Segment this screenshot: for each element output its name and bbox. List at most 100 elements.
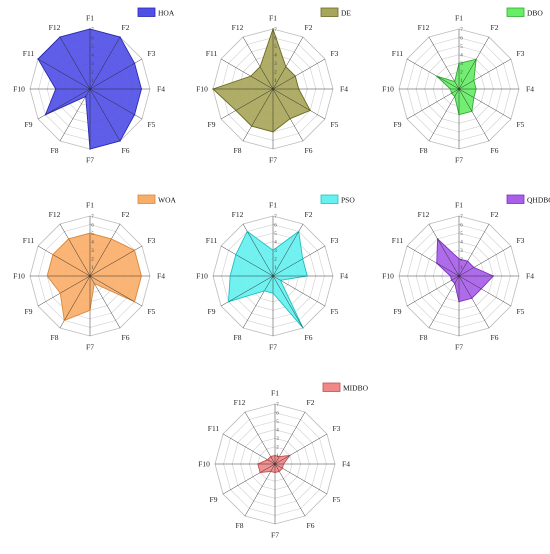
radial-tick-label: 1 bbox=[274, 266, 277, 271]
data-point bbox=[85, 95, 87, 98]
axis-label-f2: F2 bbox=[491, 210, 499, 219]
axis-label-f10: F10 bbox=[13, 272, 25, 281]
spoke bbox=[220, 275, 274, 307]
data-point bbox=[473, 266, 475, 269]
radial-tick-label: 7 bbox=[91, 28, 94, 33]
spoke bbox=[89, 36, 121, 90]
data-point bbox=[259, 66, 261, 68]
axis-label-f5: F5 bbox=[148, 120, 156, 129]
spoke bbox=[37, 88, 91, 120]
data-point bbox=[298, 88, 300, 90]
axis-label-f8: F8 bbox=[234, 333, 242, 342]
spokes bbox=[30, 216, 150, 336]
radial-tick-label: 5 bbox=[460, 45, 463, 50]
data-point bbox=[454, 95, 456, 98]
legend-label: PSO bbox=[341, 195, 355, 204]
spoke bbox=[272, 36, 304, 90]
data-point bbox=[235, 109, 237, 112]
data-point bbox=[289, 117, 291, 120]
axis-label-f5: F5 bbox=[517, 120, 525, 129]
spoke bbox=[428, 275, 460, 329]
axis-label-f1: F1 bbox=[269, 201, 277, 210]
data-point bbox=[272, 28, 274, 30]
data-point bbox=[110, 238, 113, 240]
axis-label-f1: F1 bbox=[269, 14, 277, 23]
axis-label-f4: F4 bbox=[526, 272, 534, 281]
spokes bbox=[213, 216, 333, 336]
radial-tick-label: 4 bbox=[274, 241, 277, 246]
axis-label-f8: F8 bbox=[420, 333, 428, 342]
axis-label-f6: F6 bbox=[305, 333, 313, 342]
axis-label-f11: F11 bbox=[206, 49, 218, 58]
data-point bbox=[229, 275, 231, 277]
data-point bbox=[272, 249, 274, 251]
data-point bbox=[475, 88, 477, 90]
radial-tick-label: 3 bbox=[91, 62, 94, 67]
spoke bbox=[428, 223, 460, 277]
data-point bbox=[257, 463, 259, 465]
spoke bbox=[274, 463, 328, 495]
radar-chart-de: 1 2 3 4 5 6 7 F1 F2 F3 F4 F5 F6 F7 F8 F9 F10 F11 F12 DE bbox=[196, 7, 351, 165]
data-point bbox=[89, 232, 91, 234]
radial-tick-label: 4 bbox=[460, 241, 463, 246]
radial-tick-label: 1 bbox=[91, 266, 94, 271]
data-point bbox=[133, 249, 136, 251]
axis-label-f8: F8 bbox=[51, 333, 59, 342]
radial-tick-label: 2 bbox=[276, 446, 279, 451]
axis-label-f3: F3 bbox=[517, 49, 525, 58]
spoke bbox=[89, 88, 143, 120]
data-point bbox=[266, 459, 269, 461]
radial-tick-label: 1 bbox=[91, 79, 94, 84]
spokes bbox=[215, 404, 335, 524]
radar-chart-woa: 1 2 3 4 5 6 7 F1 F2 F3 F4 F5 F6 F7 F8 F9 F10 F11 F12 WOA bbox=[13, 194, 176, 352]
axis-label-f6: F6 bbox=[491, 333, 499, 342]
data-point bbox=[140, 88, 143, 90]
axis-label-f2: F2 bbox=[305, 210, 313, 219]
data-point bbox=[302, 327, 304, 329]
axis-label-f12: F12 bbox=[234, 398, 246, 407]
spoke bbox=[244, 463, 276, 517]
data-point bbox=[270, 455, 272, 458]
axis-label-f10: F10 bbox=[382, 85, 394, 94]
spoke bbox=[458, 275, 490, 329]
radial-tick-label: 2 bbox=[460, 71, 463, 76]
axis-label-f4: F4 bbox=[342, 460, 350, 469]
legend-label: WOA bbox=[158, 195, 176, 204]
axis-label-f2: F2 bbox=[122, 23, 130, 32]
data-point bbox=[119, 140, 121, 142]
data-point bbox=[250, 75, 252, 77]
data-point bbox=[263, 290, 266, 292]
spoke bbox=[272, 275, 304, 329]
radial-tick-label: 1 bbox=[276, 454, 279, 459]
spoke bbox=[272, 88, 304, 142]
axis-label-f9: F9 bbox=[208, 120, 216, 129]
axis-label-f6: F6 bbox=[122, 146, 130, 155]
axis-label-f3: F3 bbox=[517, 236, 525, 245]
radial-tick-label: 4 bbox=[91, 54, 94, 59]
data-point bbox=[436, 238, 439, 240]
legend: DE bbox=[320, 7, 351, 17]
spoke bbox=[59, 36, 91, 90]
axis-label-f1: F1 bbox=[86, 201, 94, 210]
radial-tick-label: 1 bbox=[274, 79, 277, 84]
data-point bbox=[492, 275, 494, 277]
radial-tick-label: 6 bbox=[274, 36, 277, 41]
radial-tick-label: 3 bbox=[274, 62, 277, 67]
spoke bbox=[37, 245, 91, 277]
legend: WOA bbox=[137, 194, 176, 204]
axis-label-f10: F10 bbox=[198, 460, 210, 469]
axis-label-f5: F5 bbox=[517, 307, 525, 316]
data-point bbox=[285, 66, 287, 68]
axis-label-f11: F11 bbox=[23, 49, 35, 58]
axis-label-f8: F8 bbox=[234, 146, 242, 155]
radial-tick-label: 3 bbox=[460, 249, 463, 254]
data-point bbox=[458, 258, 460, 260]
data-point bbox=[281, 467, 284, 469]
axis-label-f5: F5 bbox=[331, 120, 339, 129]
spoke bbox=[242, 88, 274, 142]
data-point bbox=[46, 275, 48, 277]
spoke bbox=[406, 88, 460, 120]
data-point bbox=[89, 148, 91, 150]
axis-label-f9: F9 bbox=[210, 495, 218, 504]
axis-label-f11: F11 bbox=[23, 236, 35, 245]
